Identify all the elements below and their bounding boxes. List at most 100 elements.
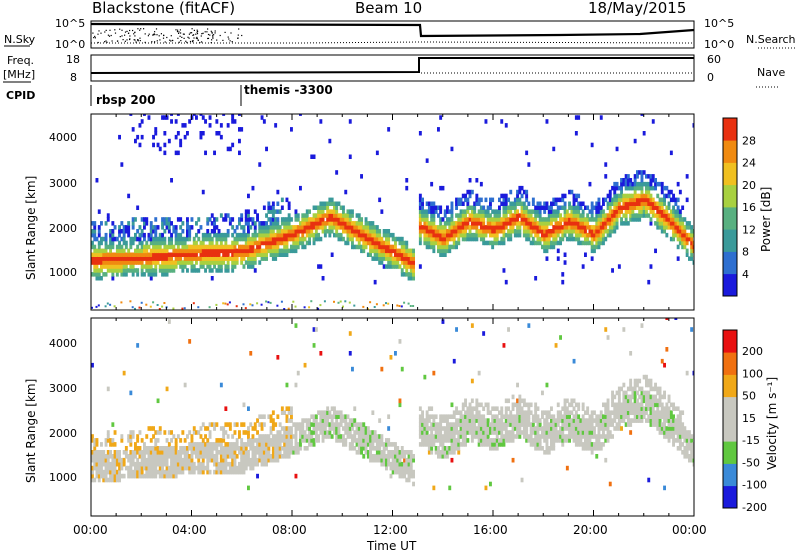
power-cell — [163, 264, 167, 269]
power-cell — [170, 232, 173, 238]
velocity-cell — [143, 454, 146, 459]
velocity-cell — [210, 446, 214, 451]
power-cell — [457, 236, 461, 242]
power-cell — [599, 229, 603, 234]
power-cell — [305, 229, 309, 234]
power-cell — [667, 221, 671, 226]
velocity-cell — [459, 442, 463, 447]
velocity-cell — [165, 469, 169, 475]
power-cell — [541, 232, 544, 238]
velocity-cell — [290, 434, 293, 439]
power-cell — [149, 256, 153, 261]
power-cell — [692, 232, 694, 238]
power-cell — [489, 229, 492, 234]
power-cell — [590, 205, 594, 210]
velocity-cell — [274, 454, 278, 459]
power-cell — [432, 240, 436, 246]
power-cell — [323, 229, 327, 234]
power-cell — [111, 229, 115, 234]
velocity-cell — [606, 335, 610, 340]
velocity-cell — [161, 457, 164, 463]
power-cell — [235, 248, 239, 254]
velocity-cell — [534, 402, 538, 408]
power-cell — [219, 134, 223, 140]
power-cell — [253, 236, 257, 242]
power-cell — [527, 225, 531, 230]
velocity-cell — [482, 406, 486, 411]
velocity-cell — [131, 450, 135, 455]
power-cell — [183, 244, 187, 250]
power-cell — [633, 174, 637, 179]
velocity-cell — [143, 465, 146, 471]
power-cell — [118, 260, 121, 265]
power-cell — [122, 240, 126, 246]
power-cell — [500, 229, 504, 234]
power-cell — [91, 252, 94, 257]
velocity-cell — [131, 461, 135, 467]
power-cell — [260, 252, 264, 257]
velocity-cell — [351, 366, 354, 372]
velocity-cell — [466, 430, 470, 435]
velocity-cell — [188, 430, 192, 435]
velocity-cell — [595, 446, 599, 451]
velocity-cell — [468, 406, 472, 411]
power-cell — [339, 205, 343, 210]
velocity-cell — [586, 446, 590, 451]
power-cell — [351, 221, 354, 226]
power-cell — [541, 236, 544, 242]
velocity-cell — [276, 450, 280, 455]
velocity-cell — [93, 446, 97, 451]
velocity-cell — [495, 430, 499, 435]
power-cell — [197, 268, 201, 273]
velocity-cell — [217, 438, 221, 443]
power-cell — [685, 221, 689, 226]
velocity-cell — [475, 402, 479, 408]
power-cell — [464, 197, 467, 203]
power-cell — [161, 260, 164, 265]
velocity-cell — [213, 426, 216, 431]
power-cell — [534, 229, 538, 234]
power-cell — [222, 260, 226, 265]
power-cell — [387, 244, 391, 250]
velocity-cell — [502, 426, 506, 431]
velocity-cell — [446, 426, 449, 431]
power-cell — [518, 221, 522, 226]
velocity-cell — [231, 446, 235, 451]
power-cell — [586, 225, 590, 230]
power-cell — [437, 244, 440, 250]
velocity-cell — [319, 414, 323, 419]
power-cell — [333, 213, 336, 218]
power-cell — [513, 232, 517, 238]
velocity-cell — [104, 477, 108, 483]
power-cell — [308, 229, 311, 234]
power-cell — [541, 217, 544, 222]
power-cell — [342, 229, 345, 234]
power-cell — [541, 244, 544, 250]
velocity-cell — [201, 438, 205, 443]
velocity-cell — [190, 465, 194, 471]
power-cell — [267, 236, 271, 242]
power-cell — [502, 232, 506, 238]
velocity-cell — [208, 454, 212, 459]
power-cell — [299, 236, 302, 242]
power-cell — [158, 264, 162, 269]
nsky-point — [126, 30, 128, 32]
power-cell — [595, 217, 599, 222]
power-cell — [502, 217, 506, 222]
power-cell — [570, 205, 574, 210]
power-cell — [543, 248, 547, 254]
power-cell — [231, 225, 235, 230]
velocity-cell — [256, 457, 259, 463]
power-cell — [430, 225, 434, 230]
velocity-cell — [97, 454, 101, 459]
velocity-cell — [136, 465, 140, 471]
power-cell — [201, 115, 205, 120]
velocity-cell — [373, 454, 377, 459]
velocity-cell — [434, 422, 438, 427]
velocity-cell — [335, 430, 339, 435]
power-cell — [287, 307, 290, 310]
velocity-cell — [312, 426, 316, 431]
power-cell — [271, 256, 275, 261]
power-cell — [502, 209, 506, 214]
velocity-cell — [640, 402, 644, 408]
